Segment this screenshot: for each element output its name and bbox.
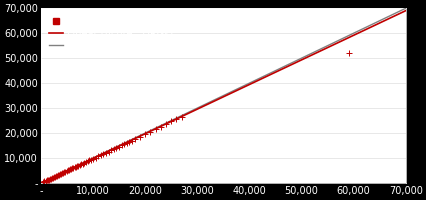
Point — [115, 145, 122, 148]
Point — [105, 150, 112, 153]
Point — [66, 168, 72, 172]
Point — [47, 177, 54, 180]
Point — [41, 180, 48, 183]
Point — [40, 180, 47, 184]
Point — [102, 151, 109, 154]
Point — [55, 173, 62, 176]
Point — [78, 162, 85, 166]
Point — [87, 158, 94, 161]
Point — [75, 164, 82, 167]
Point — [95, 155, 101, 158]
Point — [43, 179, 50, 182]
Point — [131, 137, 138, 141]
Point — [118, 144, 125, 147]
Point — [69, 166, 76, 169]
Point — [42, 179, 49, 183]
Point — [58, 172, 64, 175]
Point — [69, 167, 75, 170]
Point — [82, 160, 89, 164]
Point — [81, 161, 87, 164]
Point — [74, 164, 81, 168]
Point — [121, 142, 127, 146]
Text: y = 0.9861x: y = 0.9861x — [296, 13, 355, 23]
Point — [62, 170, 69, 173]
Point — [126, 140, 132, 143]
Point — [167, 119, 174, 122]
Point — [157, 125, 164, 128]
Point — [100, 152, 106, 155]
Point — [92, 156, 99, 159]
Point — [52, 174, 59, 178]
Point — [128, 139, 135, 142]
Point — [50, 175, 57, 179]
Point — [344, 52, 351, 55]
Point — [60, 171, 66, 174]
Point — [141, 133, 148, 136]
Point — [72, 165, 79, 168]
Point — [63, 169, 70, 172]
Point — [79, 162, 86, 165]
Point — [89, 157, 96, 160]
Point — [147, 130, 153, 133]
Point — [59, 171, 66, 175]
Point — [45, 178, 52, 181]
Point — [173, 118, 179, 121]
Point — [97, 154, 104, 157]
Legend: Acute - DRGs, Linear (Acute - DRGs), Linear (Line of equality): Acute - DRGs, Linear (Acute - DRGs), Lin… — [46, 13, 186, 54]
Point — [113, 146, 120, 150]
Point — [84, 160, 91, 163]
Point — [76, 163, 83, 166]
Point — [86, 159, 92, 162]
Point — [152, 128, 158, 131]
Point — [52, 175, 58, 178]
Point — [71, 166, 78, 169]
Point — [48, 176, 55, 180]
Point — [46, 177, 53, 181]
Point — [162, 123, 169, 126]
Point — [178, 115, 184, 118]
Point — [57, 172, 63, 176]
Point — [64, 169, 71, 172]
Point — [136, 135, 143, 138]
Point — [107, 148, 114, 152]
Point — [61, 171, 68, 174]
Point — [44, 178, 51, 182]
Point — [49, 176, 56, 179]
Point — [66, 168, 73, 171]
Point — [110, 147, 117, 150]
Point — [67, 167, 74, 170]
Point — [55, 173, 61, 177]
Point — [123, 141, 130, 145]
Point — [53, 174, 60, 177]
